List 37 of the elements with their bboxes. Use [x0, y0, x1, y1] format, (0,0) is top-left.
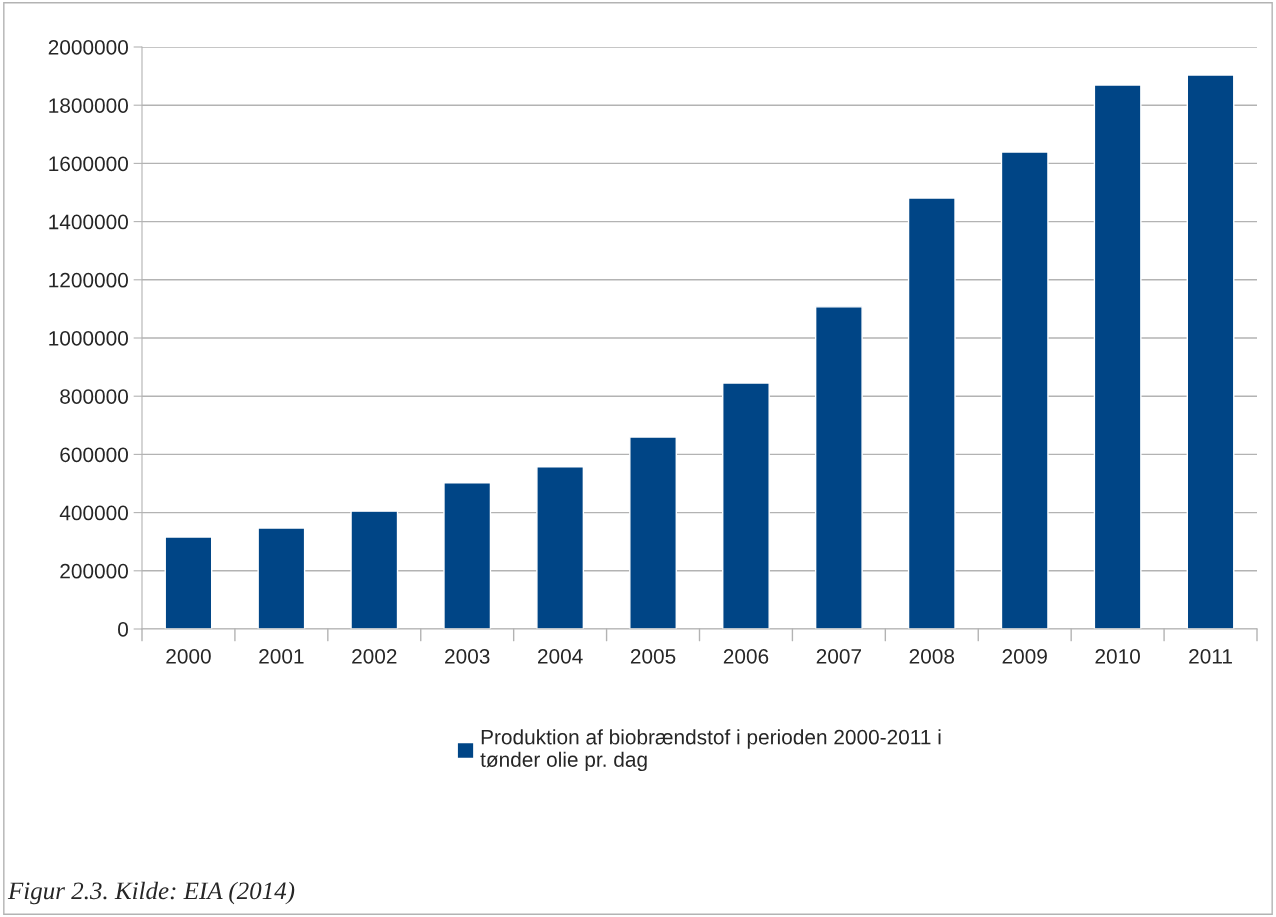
x-tick-label: 2003 [445, 648, 490, 664]
bar [443, 482, 492, 629]
y-tick-label: 1800000 [49, 98, 128, 113]
bar [1186, 74, 1235, 629]
y-tick-label: 2000000 [48, 40, 128, 55]
bar [1093, 84, 1142, 629]
x-tick-label: 2006 [723, 648, 769, 664]
x-tick-label: 2001 [259, 648, 304, 664]
bar [1000, 151, 1049, 629]
x-tick-label: 2010 [1095, 648, 1140, 664]
bar [536, 466, 585, 629]
x-tick-label: 2007 [816, 648, 861, 664]
x-tick-label: 2008 [909, 648, 955, 664]
x-tick-label: 2004 [538, 648, 583, 664]
x-tick-label: 2000 [166, 648, 211, 664]
x-tick-label: 2005 [630, 648, 676, 664]
bar [164, 536, 213, 629]
y-tick-label: 1400000 [49, 214, 128, 230]
y-tick-label: 600000 [60, 447, 128, 463]
legend-label: Produktion af biobrændstof i perioden 2000-2011 i tønder olie pr. dag [480, 729, 941, 772]
bar [629, 436, 677, 629]
bar [722, 382, 770, 629]
bar [257, 527, 306, 629]
y-tick-label: 1600000 [49, 156, 128, 172]
y-tick-label: 1200000 [49, 272, 128, 288]
bar [350, 510, 399, 629]
bar [907, 197, 956, 629]
y-tick-label: 800000 [60, 389, 128, 404]
x-tick-label: 2002 [352, 648, 397, 664]
x-tick-label: 2011 [1189, 648, 1232, 664]
x-tick-label: 2009 [1002, 648, 1047, 664]
y-tick-label: 0 [118, 622, 128, 637]
y-tick-label: 400000 [59, 505, 128, 521]
y-tick-label: 1000000 [49, 331, 128, 346]
text: Figur 2.3. Kilde: EIA (2014) [7, 881, 295, 905]
bar [814, 306, 863, 629]
y-tick-label: 200000 [60, 563, 128, 579]
